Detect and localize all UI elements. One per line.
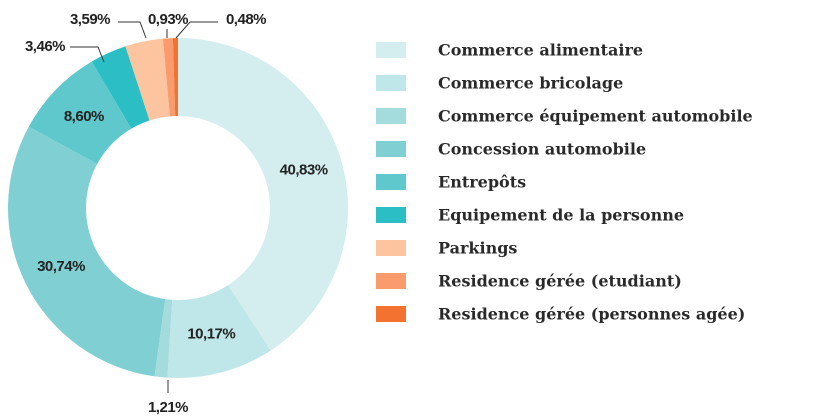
value-label: 30,74% <box>37 258 85 275</box>
donut-slice <box>28 61 132 164</box>
value-label: 1,21% <box>148 399 188 416</box>
donut-slice <box>167 285 271 378</box>
leader-line <box>118 21 147 39</box>
legend-swatch <box>376 240 406 256</box>
legend-label: Equipement de la personne <box>438 206 684 225</box>
legend-swatch <box>376 108 406 124</box>
leader-line <box>175 21 218 39</box>
legend-label: Commerce alimentaire <box>438 41 643 60</box>
legend-swatch <box>376 141 406 157</box>
legend-label: Commerce équipement automobile <box>438 107 753 126</box>
donut-slice <box>91 46 150 129</box>
value-label: 0,48% <box>226 11 266 28</box>
legend-label: Residence gérée (personnes agée) <box>438 305 745 324</box>
legend-swatch <box>376 75 406 91</box>
value-label: 3,59% <box>70 11 110 28</box>
legend-label: Residence gérée (etudiant) <box>438 272 682 291</box>
donut-slice <box>125 38 170 121</box>
value-label: 0,93% <box>148 11 188 28</box>
value-label: 10,17% <box>187 326 235 343</box>
value-label: 3,46% <box>25 38 65 55</box>
legend-label: Concession automobile <box>438 140 646 159</box>
value-label: 8,60% <box>64 108 104 125</box>
donut-slice <box>178 38 348 351</box>
value-label: 40,83% <box>280 162 328 179</box>
legend-swatch <box>376 174 406 190</box>
legend-swatch <box>376 42 406 58</box>
donut-slice <box>162 38 176 117</box>
leader-line <box>70 46 105 63</box>
legend-swatch <box>376 273 406 289</box>
legend-label: Entrepôts <box>438 173 526 192</box>
donut-slice <box>172 38 178 117</box>
legend-swatch <box>376 207 406 223</box>
legend-label: Commerce bricolage <box>438 74 623 93</box>
legend-label: Parkings <box>438 239 517 258</box>
donut-slice <box>7 126 166 377</box>
donut-slice <box>154 299 173 378</box>
legend-swatch <box>376 306 406 322</box>
